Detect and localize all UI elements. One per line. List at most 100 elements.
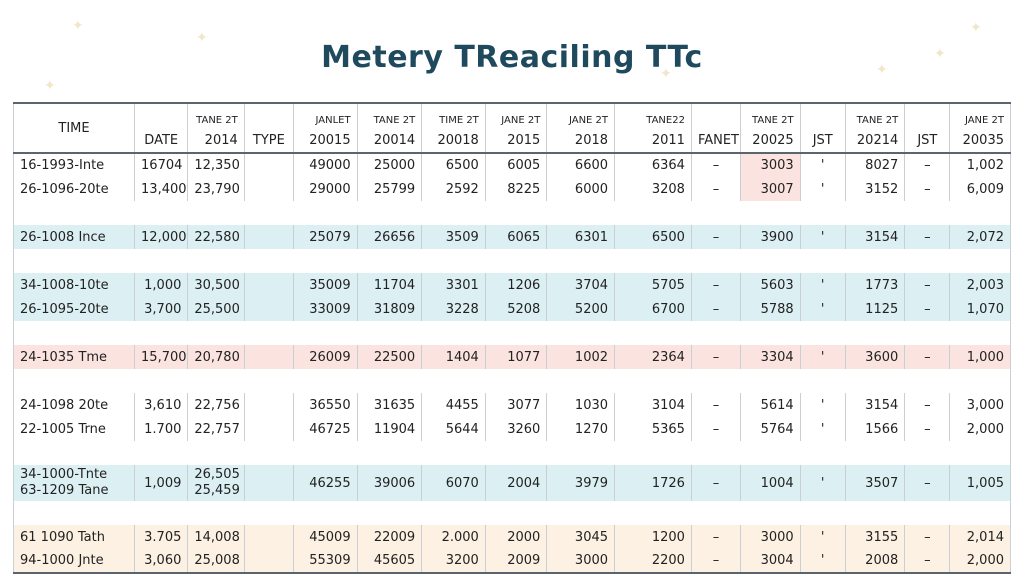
table-cell: 3600: [844, 345, 906, 369]
table-cell: [243, 273, 295, 297]
column-header: TANE 2T 2014: [187, 102, 245, 154]
column-header: JST: [799, 102, 846, 154]
spacer-cell: [13, 201, 1011, 225]
table-cell: 1030: [546, 393, 616, 417]
table-cell: 2,003: [949, 273, 1011, 297]
header-line-bottom: 2015: [507, 133, 541, 148]
table-cell: 3979: [546, 465, 616, 501]
table-cell: 1,002: [949, 153, 1011, 177]
table-cell: 26,505 25,459: [187, 465, 245, 501]
header-line-bottom: 2011: [651, 133, 685, 148]
table-cell: 1,000: [949, 345, 1011, 369]
table-cell: 1726: [614, 465, 692, 501]
spacer-cell: [13, 249, 1011, 273]
table-cell: 3000: [740, 525, 801, 549]
table-cell: 2592: [421, 177, 486, 201]
table-cell: –: [904, 465, 951, 501]
table-cell: 2,014: [949, 525, 1011, 549]
table-cell: 3154: [844, 393, 906, 417]
table-cell: 31809: [356, 297, 423, 321]
table-cell: [243, 525, 295, 549]
table-cell: ': [799, 153, 846, 177]
table-cell: –: [904, 393, 951, 417]
table-cell: 3.705: [134, 525, 189, 549]
table-cell: –: [690, 549, 742, 574]
table-cell: 1125: [844, 297, 906, 321]
column-header: TIME: [12, 102, 136, 154]
table-cell: 5788: [740, 297, 801, 321]
table-cell: 22009: [356, 525, 423, 549]
header-line-bottom: 20015: [309, 133, 351, 148]
table-cell: 22500: [356, 345, 423, 369]
table-cell: 1004: [740, 465, 801, 501]
table-cell: 22,756: [187, 393, 245, 417]
table-cell: 1077: [484, 345, 548, 369]
table-cell: [243, 345, 295, 369]
table-cell: [243, 297, 295, 321]
column-header: JANE 2T 20035: [949, 102, 1011, 154]
table-cell: 3,700: [134, 297, 189, 321]
column-header: TIME 2T 20018: [421, 102, 486, 154]
table-cell: 3104: [614, 393, 692, 417]
table-row: 26-1096-20te 13,400 23,790 29000 25799 2592 82…: [12, 177, 1011, 201]
table-cell: 8027: [844, 153, 906, 177]
table-cell: 25,008: [187, 549, 245, 574]
table-cell: 3228: [421, 297, 486, 321]
column-header: TANE 2T 20025: [740, 102, 801, 154]
row-spacer: [13, 369, 1011, 393]
sparkle-icon: ✦: [660, 66, 672, 82]
table-cell: 26-1095-20te: [12, 297, 136, 321]
header-line-top: [141, 115, 181, 127]
table-cell: –: [904, 177, 951, 201]
table-cell: –: [690, 417, 742, 441]
table-row: 22-1005 Trne 1.700 22,757 46725 11904 5644 326…: [12, 417, 1011, 441]
table-cell: –: [904, 345, 951, 369]
table-cell: 2200: [614, 549, 692, 574]
table-cell: –: [690, 525, 742, 549]
table-cell: 6070: [421, 465, 486, 501]
table-cell: 2364: [614, 345, 692, 369]
table-cell: 5764: [740, 417, 801, 441]
table-cell: 3000: [546, 549, 616, 574]
table-cell: 30,500: [187, 273, 245, 297]
table-cell: 22-1005 Trne: [12, 417, 136, 441]
table-cell: 5644: [421, 417, 486, 441]
table-cell: 26009: [293, 345, 358, 369]
table-cell: 16-1993-Inte: [12, 153, 136, 177]
column-header: TANE22 2011: [614, 102, 692, 154]
table-cell: ': [799, 177, 846, 201]
table-cell: 6364: [614, 153, 692, 177]
table-cell: –: [690, 345, 742, 369]
table-cell: 25000: [356, 153, 423, 177]
header-line-top: TIME 2T: [439, 115, 479, 126]
page-title: Metery TReaciling TTc: [321, 40, 703, 75]
table-cell: 1200: [614, 525, 692, 549]
table-cell: ': [799, 297, 846, 321]
table-cell: 3003: [740, 153, 801, 177]
table-cell: 23,790: [187, 177, 245, 201]
header-line-top: TANE 2T: [196, 115, 238, 126]
header-line-bottom: TYPE: [252, 133, 285, 148]
table-cell: [243, 549, 295, 574]
table-cell: 46255: [293, 465, 358, 501]
data-table: TIME DATE TANE 2T 2014 TYPE JANLET 20015 TANE…: [12, 102, 1011, 574]
table-cell: 3,610: [134, 393, 189, 417]
column-header: JANE 2T 2015: [484, 102, 548, 154]
table-cell: 1002: [546, 345, 616, 369]
table-cell: –: [904, 525, 951, 549]
table-cell: 1,000: [134, 273, 189, 297]
row-spacer: [13, 501, 1011, 525]
table-cell: 3301: [421, 273, 486, 297]
table-cell: 3077: [484, 393, 548, 417]
table-cell: 1,070: [949, 297, 1011, 321]
table-cell: 12,350: [187, 153, 245, 177]
table-cell: 1404: [421, 345, 486, 369]
table-cell: 3208: [614, 177, 692, 201]
table-cell: 94-1000 Jnte: [12, 549, 136, 574]
sparkle-icon: ✦: [72, 18, 84, 34]
table-cell: 15,700: [134, 345, 189, 369]
table-row: 26-1095-20te 3,700 25,500 33009 31809 3228 520…: [12, 297, 1011, 321]
table-cell: –: [690, 273, 742, 297]
table-cell: [243, 177, 295, 201]
table-cell: 25079: [293, 225, 358, 249]
